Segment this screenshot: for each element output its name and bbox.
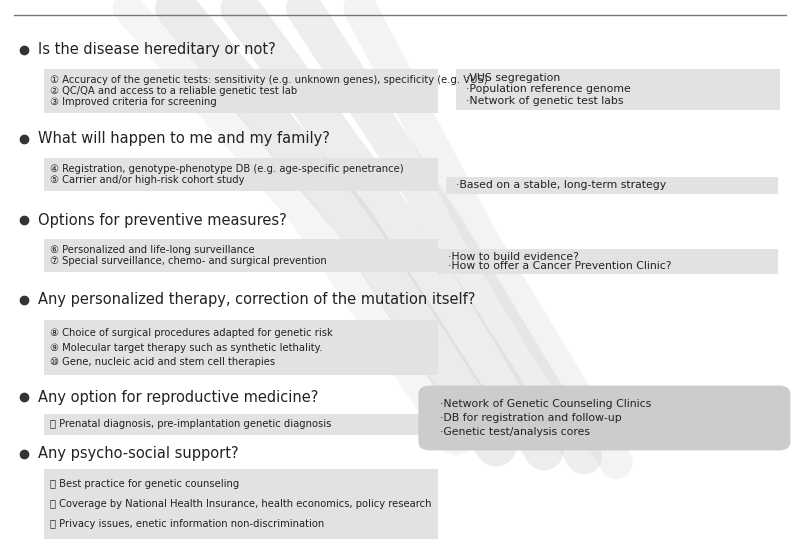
Text: ⑰ Privacy issues, enetic information non-discrimination: ⑰ Privacy issues, enetic information non… — [50, 519, 324, 529]
Text: ⑧ Choice of surgical procedures adapted for genetic risk: ⑧ Choice of surgical procedures adapted … — [50, 328, 332, 338]
Text: What will happen to me and my family?: What will happen to me and my family? — [38, 131, 330, 146]
Text: ⑦ Special surveillance, chemo- and surgical prevention: ⑦ Special surveillance, chemo- and surgi… — [50, 256, 326, 266]
Text: Any option for reproductive medicine?: Any option for reproductive medicine? — [38, 389, 318, 405]
Text: ·Network of genetic test labs: ·Network of genetic test labs — [466, 96, 623, 106]
Text: ·DB for registration and follow-up: ·DB for registration and follow-up — [440, 413, 622, 423]
Text: ·Population reference genome: ·Population reference genome — [466, 84, 630, 95]
Text: ④ Registration, genotype-phenotype DB (e.g. age-specific penetrance): ④ Registration, genotype-phenotype DB (e… — [50, 164, 403, 174]
FancyBboxPatch shape — [446, 177, 778, 194]
Text: ·How to build evidence?: ·How to build evidence? — [448, 252, 579, 262]
FancyBboxPatch shape — [418, 386, 790, 450]
Text: ⑤ Carrier and/or high-risk cohort study: ⑤ Carrier and/or high-risk cohort study — [50, 175, 244, 185]
FancyBboxPatch shape — [44, 69, 438, 113]
Text: ·VUS segregation: ·VUS segregation — [466, 73, 560, 83]
FancyBboxPatch shape — [456, 69, 780, 110]
Text: ·Genetic test/analysis cores: ·Genetic test/analysis cores — [440, 427, 590, 437]
Text: ·Network of Genetic Counseling Clinics: ·Network of Genetic Counseling Clinics — [440, 399, 651, 409]
Text: Options for preventive measures?: Options for preventive measures? — [38, 212, 287, 228]
Text: Any personalized therapy, correction of the mutation itself?: Any personalized therapy, correction of … — [38, 292, 476, 307]
Text: ⑥ Personalized and life-long surveillance: ⑥ Personalized and life-long surveillanc… — [50, 245, 254, 255]
Text: ⑨ Molecular target therapy such as synthetic lethality.: ⑨ Molecular target therapy such as synth… — [50, 343, 322, 353]
Text: ① Accuracy of the genetic tests: sensitivity (e.g. unknown genes), specificity (: ① Accuracy of the genetic tests: sensiti… — [50, 75, 487, 85]
Text: ⑰ Prenatal diagnosis, pre-implantation genetic diagnosis: ⑰ Prenatal diagnosis, pre-implantation g… — [50, 419, 331, 429]
Text: ③ Improved criteria for screening: ③ Improved criteria for screening — [50, 97, 216, 107]
FancyBboxPatch shape — [44, 414, 438, 435]
Text: ⑩ Gene, nucleic acid and stem cell therapies: ⑩ Gene, nucleic acid and stem cell thera… — [50, 358, 274, 367]
Text: Is the disease hereditary or not?: Is the disease hereditary or not? — [38, 42, 276, 57]
FancyBboxPatch shape — [44, 158, 438, 191]
FancyBboxPatch shape — [44, 320, 438, 375]
Text: Any psycho-social support?: Any psycho-social support? — [38, 446, 239, 461]
FancyBboxPatch shape — [438, 249, 778, 274]
FancyBboxPatch shape — [44, 469, 438, 539]
Text: ·How to offer a Cancer Prevention Clinic?: ·How to offer a Cancer Prevention Clinic… — [448, 261, 671, 271]
Text: ② QC/QA and access to a reliable genetic test lab: ② QC/QA and access to a reliable genetic… — [50, 86, 297, 96]
Text: ⑯ Coverage by National Health Insurance, health economics, policy research: ⑯ Coverage by National Health Insurance,… — [50, 499, 431, 509]
Text: ·Based on a stable, long-term strategy: ·Based on a stable, long-term strategy — [456, 180, 666, 190]
Text: ⑮ Best practice for genetic counseling: ⑮ Best practice for genetic counseling — [50, 479, 239, 489]
FancyBboxPatch shape — [44, 239, 438, 272]
